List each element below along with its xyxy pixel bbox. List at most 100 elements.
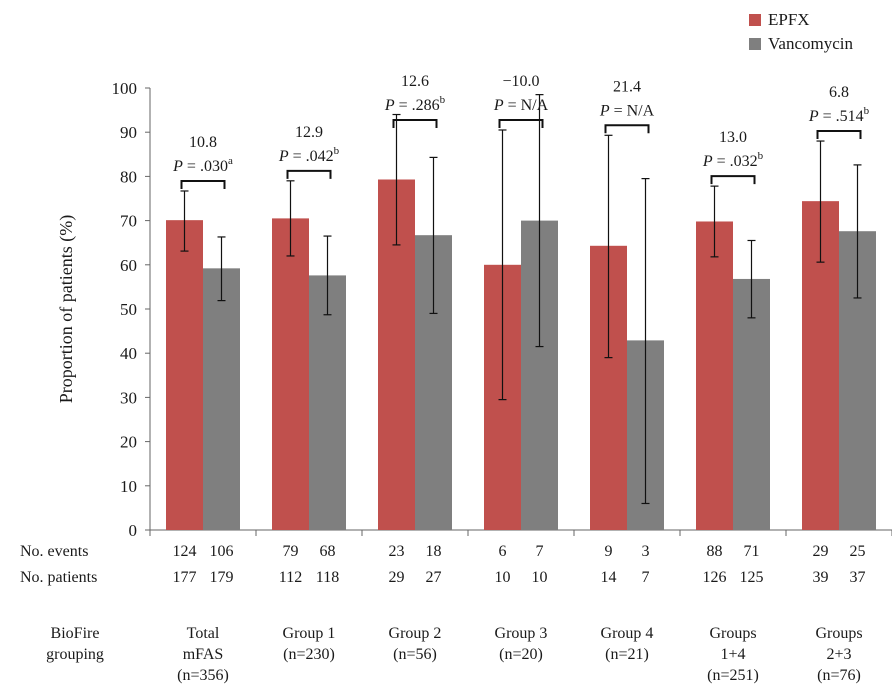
- y-tick-label: 40: [120, 344, 137, 363]
- event-count: 9: [605, 543, 613, 560]
- category-label: Groups: [709, 625, 756, 642]
- patient-count: 27: [426, 569, 442, 586]
- p-value: = .286: [395, 97, 440, 114]
- category-label: (n=76): [817, 667, 861, 684]
- p-value: = .032: [713, 153, 758, 170]
- patient-count: 125: [740, 569, 764, 586]
- patient-count: 29: [389, 569, 405, 586]
- bar-vancomycin: [203, 268, 240, 530]
- category-label: 2+3: [826, 646, 851, 663]
- event-count: 71: [744, 543, 760, 560]
- row-label-grouping: grouping: [46, 646, 104, 663]
- p-footnote: b: [440, 94, 446, 106]
- bar-epfx: [696, 221, 733, 530]
- event-count: 25: [850, 543, 866, 560]
- y-axis-label: Proportion of patients (%): [56, 215, 77, 403]
- y-tick-label: 70: [120, 212, 137, 231]
- bar-vancomycin: [733, 278, 770, 530]
- y-tick-label: 80: [120, 167, 137, 186]
- p-symbol: P: [808, 108, 819, 125]
- category-label: (n=56): [393, 646, 437, 663]
- difference-label: 10.8: [189, 134, 217, 151]
- bar-epfx: [166, 220, 203, 530]
- difference-label: 21.4: [613, 78, 641, 95]
- legend-swatch: [749, 38, 761, 50]
- bar-epfx: [272, 218, 309, 530]
- y-tick-label: 20: [120, 433, 137, 452]
- y-tick-label: 90: [120, 123, 137, 142]
- p-footnote: b: [864, 105, 870, 117]
- p-value-label: P = N/A: [493, 97, 549, 114]
- p-footnote: b: [334, 145, 340, 157]
- p-footnote: b: [758, 150, 764, 162]
- y-tick-label: 60: [120, 256, 137, 275]
- event-count: 7: [536, 543, 544, 560]
- difference-label: −10.0: [502, 73, 539, 90]
- row-label-events: No. events: [20, 543, 88, 560]
- row-label-grouping: BioFire: [51, 625, 100, 642]
- p-value: = .030: [183, 158, 228, 175]
- p-value-label: P = .514b: [808, 105, 870, 125]
- patient-count: 37: [850, 569, 866, 586]
- category-label: Groups: [815, 625, 862, 642]
- patient-count: 14: [601, 569, 617, 586]
- comparison-bracket: [816, 130, 862, 140]
- patient-count: 39: [813, 569, 829, 586]
- event-count: 79: [283, 543, 299, 560]
- comparison-bracket: [604, 124, 650, 134]
- event-count: 6: [499, 543, 507, 560]
- p-value-label: P = .030a: [172, 155, 233, 175]
- difference-label: 6.8: [829, 84, 849, 101]
- category-label: (n=251): [707, 667, 759, 684]
- p-value-label: P = .042b: [278, 145, 340, 165]
- patient-count: 179: [210, 569, 234, 586]
- y-tick-label: 30: [120, 388, 137, 407]
- event-count: 88: [707, 543, 723, 560]
- y-tick-label: 100: [112, 79, 138, 98]
- legend-label: Vancomycin: [768, 34, 853, 53]
- category-label: Group 1: [283, 625, 336, 642]
- p-symbol: P: [493, 97, 504, 114]
- y-tick-label: 50: [120, 300, 137, 319]
- patient-count: 10: [532, 569, 548, 586]
- y-tick-label: 0: [129, 521, 138, 540]
- legend-label: EPFX: [768, 10, 810, 29]
- difference-label: 13.0: [719, 129, 747, 146]
- difference-label: 12.9: [295, 124, 323, 141]
- p-value-label: P = N/A: [599, 102, 655, 119]
- comparison-bracket: [710, 175, 756, 185]
- patient-count: 7: [642, 569, 650, 586]
- event-count: 68: [320, 543, 336, 560]
- event-count: 23: [389, 543, 405, 560]
- p-footnote: a: [228, 155, 233, 167]
- y-tick-label: 10: [120, 477, 137, 496]
- comparison-bracket: [392, 119, 438, 128]
- p-value-label: P = .286b: [384, 94, 446, 114]
- p-value: = N/A: [610, 102, 655, 119]
- category-label: (n=21): [605, 646, 649, 663]
- p-value: = N/A: [504, 97, 549, 114]
- comparison-bracket: [180, 179, 226, 189]
- p-symbol: P: [599, 102, 610, 119]
- patient-count: 177: [173, 569, 197, 586]
- category-label: Group 3: [495, 625, 548, 642]
- event-count: 3: [642, 543, 650, 560]
- p-value-label: P = .032b: [702, 150, 764, 170]
- category-label: (n=356): [177, 667, 229, 684]
- p-symbol: P: [278, 148, 289, 165]
- comparison-bracket: [286, 169, 332, 179]
- category-label: (n=230): [283, 646, 335, 663]
- category-label: mFAS: [183, 646, 224, 663]
- p-symbol: P: [384, 97, 395, 114]
- p-symbol: P: [172, 158, 183, 175]
- patient-count: 118: [316, 569, 339, 586]
- category-label: Total: [187, 625, 220, 642]
- event-count: 29: [813, 543, 829, 560]
- category-label: Group 2: [389, 625, 442, 642]
- difference-label: 12.6: [401, 73, 429, 90]
- comparison-bracket: [498, 119, 544, 128]
- p-value: = .042: [289, 148, 334, 165]
- category-label: (n=20): [499, 646, 543, 663]
- category-label: Group 4: [601, 625, 654, 642]
